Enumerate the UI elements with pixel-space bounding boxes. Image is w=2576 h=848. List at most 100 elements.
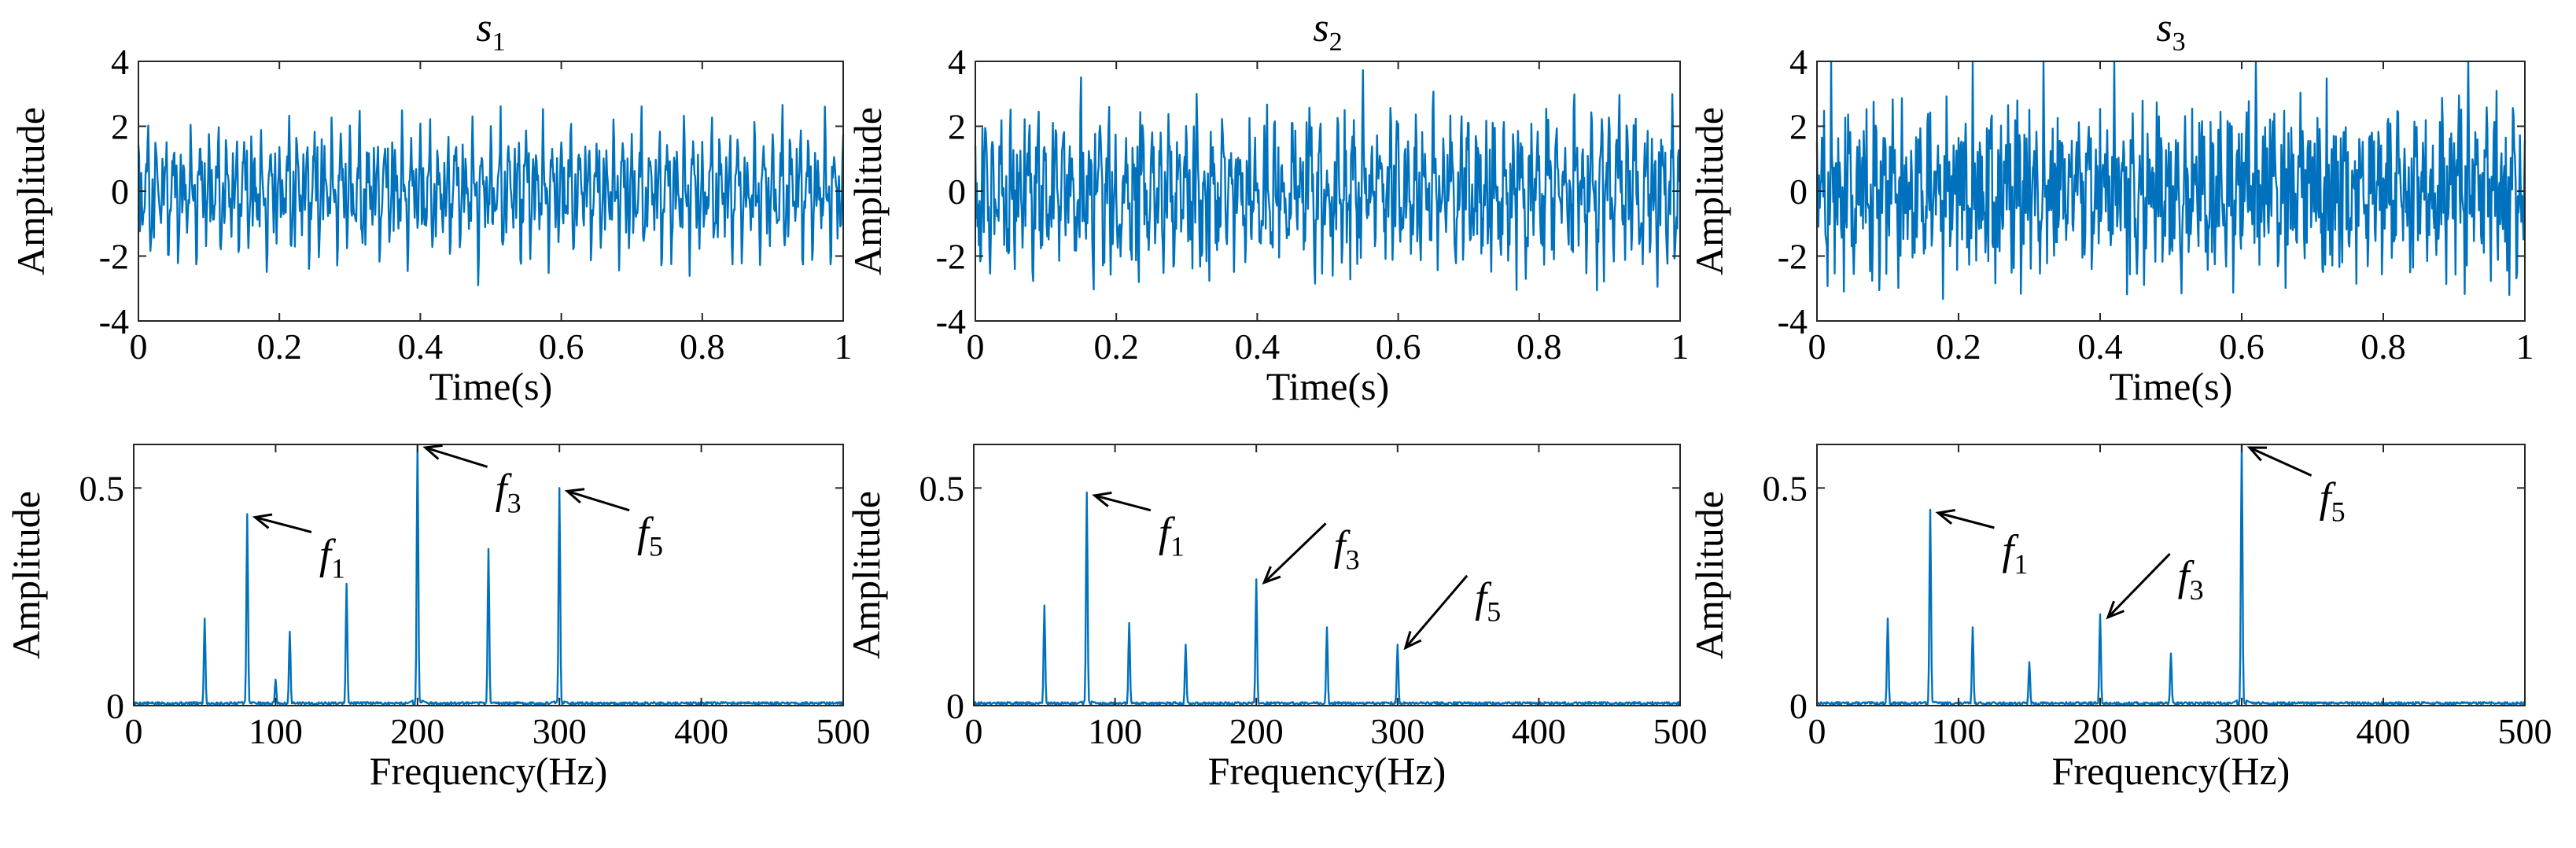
x-tick-label-s1-spectrum-2: 200: [390, 711, 444, 751]
annotation-label-s1-spectrum-1: f3: [496, 465, 521, 518]
chart-s3-time: 0 0.2 0.4 0.6 0.8 1 -4 -2 0 2 4 Time(s) Amplitude s3: [1687, 6, 2534, 408]
series-s2-spectrum-0: [973, 491, 1681, 706]
x-tick-label-s2-time-1: 0.2: [1093, 326, 1139, 367]
y-tick-label-s2-time-2: 0: [948, 171, 966, 212]
x-tick-label-s1-spectrum-1: 100: [249, 711, 303, 751]
annotation-label-s3-spectrum-2: f5: [2320, 474, 2346, 527]
chart-s1-time: 0 0.2 0.4 0.6 0.8 1 -4 -2 0 2 4 Time(s) Amplitude s1: [9, 6, 853, 408]
x-tick-label-s3-time-3: 0.6: [2219, 326, 2265, 367]
y-axis-label-s2-spectrum: Amplitude: [844, 491, 888, 659]
x-tick-label-s3-time-5: 1: [2516, 326, 2534, 367]
x-axis-label-s2-time: Time(s): [1266, 364, 1390, 408]
annotation-arrow-s2-spectrum-0: [1094, 494, 1152, 512]
x-tick-label-s3-spectrum-3: 300: [2215, 711, 2269, 751]
y-tick-label-s2-time-1: -2: [936, 237, 966, 277]
x-tick-label-s1-time-1: 0.2: [256, 326, 302, 367]
annotation-arrow-s3-spectrum-1: [2106, 553, 2171, 618]
x-tick-label-s2-time-3: 0.6: [1376, 326, 1421, 367]
x-axis-label-s3-spectrum: Frequency(Hz): [2052, 749, 2290, 793]
plot-frame-s2-spectrum: [973, 444, 1681, 706]
y-axis-label-s1-spectrum: Amplitude: [4, 491, 48, 659]
y-tick-label-s1-time-0: -4: [99, 301, 129, 341]
y-tick-label-s2-spectrum-0: 0: [946, 686, 964, 726]
series-s1-time-0: [137, 104, 845, 286]
y-tick-label-s1-time-1: -2: [99, 237, 129, 277]
annotation-arrowhead-s3-spectrum-0: [1935, 508, 1955, 525]
series-s2-time-0: [974, 69, 1682, 292]
y-tick-label-s3-time-3: 2: [1789, 107, 1808, 147]
series-s3-spectrum-0: [1816, 443, 2526, 706]
chart-title-s1-time: s1: [476, 6, 505, 57]
y-tick-label-s3-spectrum-1: 0.5: [1763, 468, 1808, 508]
x-tick-label-s3-time-4: 0.8: [2360, 326, 2406, 367]
x-tick-label-s2-spectrum-4: 400: [1512, 711, 1566, 751]
annotation-label-s1-spectrum-0: f1: [319, 530, 345, 584]
y-tick-label-s3-time-4: 4: [1789, 42, 1808, 82]
series-s3-time-0: [1815, 60, 2526, 300]
x-axis-label-s3-time: Time(s): [2110, 364, 2233, 408]
x-tick-label-s3-time-2: 0.4: [2077, 326, 2123, 367]
y-tick-label-s1-time-2: 0: [111, 171, 129, 212]
x-tick-label-s1-time-2: 0.4: [398, 326, 444, 367]
plot-frame-s3-spectrum: [1816, 444, 2526, 706]
x-tick-label-s3-spectrum-4: 400: [2357, 711, 2411, 751]
annotation-label-s3-spectrum-0: f1: [2002, 526, 2028, 580]
annotation-arrowhead-s3-spectrum-1: [2106, 600, 2125, 620]
annotation-arrowhead-s2-spectrum-0: [1092, 491, 1112, 507]
annotation-arrow-s1-spectrum-2: [566, 489, 630, 512]
annotation-label-s2-spectrum-1: f3: [1334, 522, 1360, 575]
y-tick-label-s1-spectrum-1: 0.5: [79, 468, 125, 508]
y-tick-label-s2-time-4: 4: [948, 42, 966, 82]
plot-frame-s1-time: [138, 61, 844, 322]
chart-s3-spectrum: 0 100 200 300 400 500 0 0.5 Frequency(Hz) Amplitu…: [1687, 443, 2552, 793]
chart-title-s3-time: s3: [2156, 6, 2185, 57]
x-tick-label-s3-spectrum-1: 100: [1932, 711, 1986, 751]
chart-s1-spectrum: 0 100 200 300 400 500 0 0.5 Frequency(Hz) Amplitu…: [4, 443, 871, 793]
x-axis-label-s2-spectrum: Frequency(Hz): [1208, 749, 1446, 793]
annotation-arrowhead-s2-spectrum-2: [1403, 631, 1422, 651]
x-tick-label-s3-time-0: 0: [1808, 326, 1826, 367]
annotation-arrow-s2-spectrum-1: [1263, 522, 1327, 584]
x-tick-label-s2-time-5: 1: [1671, 326, 1690, 367]
x-tick-label-s1-time-5: 1: [835, 326, 853, 367]
x-tick-label-s2-spectrum-1: 100: [1088, 711, 1142, 751]
y-axis-label-s3-time: Amplitude: [1687, 107, 1731, 275]
x-tick-label-s2-time-0: 0: [967, 326, 985, 367]
x-tick-label-s1-spectrum-4: 400: [674, 711, 728, 751]
y-axis-label-s1-time: Amplitude: [9, 107, 53, 275]
x-tick-label-s3-spectrum-2: 200: [2073, 711, 2128, 751]
x-tick-label-s1-time-4: 0.8: [680, 326, 725, 367]
y-tick-label-s2-time-3: 2: [948, 107, 966, 147]
annotation-arrow-s3-spectrum-0: [1937, 511, 1995, 529]
x-tick-label-s1-spectrum-0: 0: [125, 711, 143, 751]
x-tick-label-s2-time-4: 0.8: [1516, 326, 1562, 367]
annotation-arrowhead-s1-spectrum-2: [564, 488, 585, 503]
y-axis-label-s2-time: Amplitude: [846, 107, 890, 275]
y-tick-label-s3-spectrum-0: 0: [1789, 686, 1808, 726]
y-tick-label-s3-time-2: 0: [1789, 171, 1808, 212]
x-tick-label-s1-time-3: 0.6: [539, 326, 584, 367]
annotation-label-s3-spectrum-1: f3: [2178, 552, 2204, 606]
x-tick-label-s2-spectrum-0: 0: [965, 711, 983, 751]
x-axis-label-s1-spectrum: Frequency(Hz): [370, 749, 608, 793]
annotation-arrowhead-s2-spectrum-1: [1262, 566, 1281, 585]
x-tick-label-s2-spectrum-5: 500: [1653, 711, 1708, 751]
annotation-label-s2-spectrum-0: f1: [1159, 509, 1185, 562]
series-s1-spectrum-0: [132, 443, 844, 706]
y-tick-label-s3-time-0: -4: [1778, 301, 1808, 341]
x-tick-label-s1-spectrum-5: 500: [816, 711, 871, 751]
y-tick-label-s2-spectrum-1: 0.5: [919, 468, 965, 508]
x-tick-label-s3-spectrum-5: 500: [2498, 711, 2552, 751]
x-axis-label-s1-time: Time(s): [429, 364, 553, 408]
annotation-arrowhead-s1-spectrum-0: [252, 513, 273, 529]
annotation-arrow-s2-spectrum-2: [1404, 574, 1469, 649]
annotation-arrow-s3-spectrum-2: [2249, 446, 2313, 477]
x-tick-label-s2-spectrum-2: 200: [1229, 711, 1284, 751]
x-tick-label-s2-time-2: 0.4: [1235, 326, 1281, 367]
chart-s2-time: 0 0.2 0.4 0.6 0.8 1 -4 -2 0 2 4 Time(s) Amplitude s2: [846, 6, 1690, 408]
x-tick-label-s1-spectrum-3: 300: [533, 711, 587, 751]
x-tick-label-s2-spectrum-3: 300: [1370, 711, 1424, 751]
y-tick-label-s2-time-0: -4: [936, 301, 966, 341]
annotation-arrowhead-s3-spectrum-2: [2246, 446, 2268, 462]
